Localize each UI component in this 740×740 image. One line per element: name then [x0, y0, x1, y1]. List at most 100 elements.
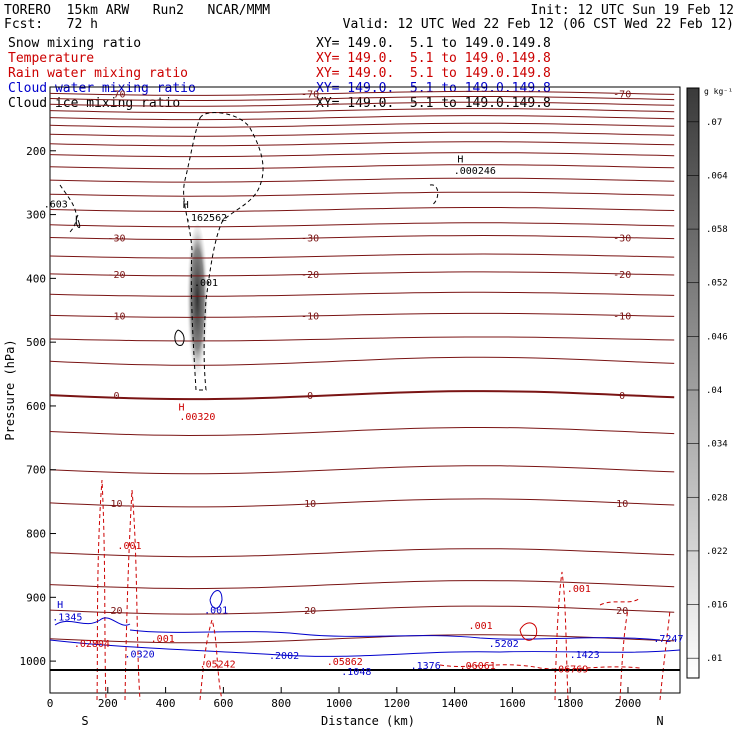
y-tick-label: 600 — [26, 400, 46, 413]
contour-annotation: .603 — [44, 200, 68, 211]
colorbar-tick-label: .058 — [706, 225, 728, 235]
contour-annotation: .001 — [117, 541, 141, 552]
isotherm-line — [49, 234, 675, 240]
colorbar-tick-label: .01 — [706, 654, 722, 664]
isotherm-label: 0 — [619, 391, 625, 402]
x-tick-label: 800 — [271, 697, 291, 710]
colorbar-tick-label: .052 — [706, 279, 728, 289]
isotherm-line — [49, 101, 675, 107]
contour-annotation: .5202 — [489, 639, 519, 650]
isotherm-line — [49, 164, 675, 170]
isotherm-line — [49, 191, 675, 197]
temperature-contours: -70 -70 -70 -30 -30 -30 -20 -20 -20 -10 -10 -10 0 0 0 1… — [49, 89, 675, 644]
isotherm-line — [49, 580, 675, 590]
contour-annotation: .7247 — [653, 634, 683, 645]
north-label: N — [656, 714, 663, 728]
isotherm-line — [49, 222, 675, 228]
isotherm-label: -70 — [613, 89, 631, 100]
x-tick-label: 1200 — [384, 697, 411, 710]
isotherm-label: -30 — [301, 234, 319, 245]
forecast-hour: Fcst: 72 h — [4, 17, 98, 32]
x-tick-label: 1600 — [499, 697, 526, 710]
x-tick-label: 400 — [156, 697, 176, 710]
field-xy: XY= 149.0. 5.1 to 149.0.149.8 — [316, 96, 551, 111]
isotherm-label: -70 — [301, 89, 319, 100]
isotherm-label: -30 — [613, 234, 631, 245]
isotherm-line — [49, 336, 675, 342]
isotherm-line — [49, 108, 675, 114]
y-tick-label: 500 — [26, 336, 46, 349]
contour-annotations: H.162562.001H.000246.00320H.001.1345H.02… — [44, 154, 684, 678]
isotherm-label: -10 — [301, 311, 319, 322]
field-name: Rain water mixing ratio — [8, 66, 189, 81]
isotherm-label: 10 — [110, 499, 122, 510]
isotherm-line — [49, 605, 675, 615]
y-tick-label: 1000 — [20, 655, 47, 668]
field-xy: XY= 149.0. 5.1 to 149.0.149.8 — [316, 51, 551, 66]
isotherm-label: 10 — [616, 499, 628, 510]
isotherm-line — [49, 131, 675, 137]
isotherm-label: -20 — [301, 270, 319, 281]
colorbar-tick-label: .04 — [706, 386, 722, 396]
isotherm-line — [49, 427, 675, 437]
cloud-ice-contours — [59, 112, 439, 391]
isotherm-line — [49, 253, 675, 259]
contour-annotation: .00320 — [179, 412, 215, 423]
isotherm-label: -70 — [107, 89, 125, 100]
contour-annotation: .001 — [151, 634, 175, 645]
x-tick-label: 0 — [47, 697, 54, 710]
isotherm-label: 20 — [110, 606, 122, 617]
isotherm-line — [49, 96, 675, 101]
y-tick-label: 700 — [26, 464, 46, 477]
y-tick-label: 300 — [26, 209, 46, 222]
contour-annotation: .162562 — [185, 213, 227, 224]
contour-annotation: H — [183, 200, 189, 211]
isotherm-label: -30 — [107, 234, 125, 245]
y-tick-label: 900 — [26, 591, 46, 604]
contour-annotation: .1423 — [570, 650, 600, 661]
isotherm-line — [49, 498, 675, 508]
contour-annotation: H — [57, 600, 63, 611]
colorbar-unit: g kg⁻¹ — [704, 87, 733, 96]
contour-annotation: .001 — [567, 584, 591, 595]
contour-annotation: .06061 — [460, 661, 496, 672]
contour-annotation: .06769 — [552, 665, 588, 676]
colorbar-tick-label: .034 — [706, 440, 728, 450]
init-time: Init: 12 UTC Sun 19 Feb 12 — [530, 3, 735, 18]
isotherm-label: 20 — [616, 606, 628, 617]
contour-annotation: .2002 — [269, 651, 299, 662]
y-tick-label: 400 — [26, 272, 46, 285]
y-axis-title: Pressure (hPa) — [3, 339, 17, 440]
isotherm-label: 10 — [304, 499, 316, 510]
contour-annotation: .0320 — [125, 649, 155, 660]
x-tick-label: 1400 — [441, 697, 468, 710]
contour-annotation: .1345 — [52, 612, 82, 623]
contour-annotation: .1048 — [341, 667, 371, 678]
isotherm-label: -10 — [107, 311, 125, 322]
field-xy: XY= 149.0. 5.1 to 149.0.149.8 — [316, 66, 551, 81]
field-name: Cloud water mixing ratio — [8, 81, 196, 96]
contour-annotation: .001 — [194, 278, 218, 289]
south-label: S — [81, 714, 88, 728]
isotherm-line — [49, 141, 675, 147]
isotherm-line — [49, 634, 675, 644]
isotherm-label: 20 — [304, 606, 316, 617]
isotherm-line — [49, 122, 675, 128]
colorbar-tick-label: .016 — [706, 601, 728, 611]
isotherm-line — [49, 152, 675, 158]
contour-annotation: .02804 — [74, 639, 110, 650]
isotherm-line — [49, 356, 675, 366]
isotherm-label: -10 — [613, 311, 631, 322]
isotherm-line — [49, 390, 675, 401]
isotherm-line — [49, 115, 675, 121]
contour-annotation: .000246 — [454, 166, 496, 177]
isotherm-label: 0 — [307, 391, 313, 402]
isotherm-line — [49, 177, 675, 183]
valid-time: Valid: 12 UTC Wed 22 Feb 12 (06 CST Wed … — [342, 17, 734, 32]
colorbar-tick-label: .07 — [706, 118, 722, 128]
field-xy: XY= 149.0. 5.1 to 149.0.149.8 — [316, 36, 551, 51]
colorbar-tick-label: .046 — [706, 332, 728, 342]
isotherm-label: -20 — [613, 270, 631, 281]
x-tick-label: 2000 — [615, 697, 642, 710]
